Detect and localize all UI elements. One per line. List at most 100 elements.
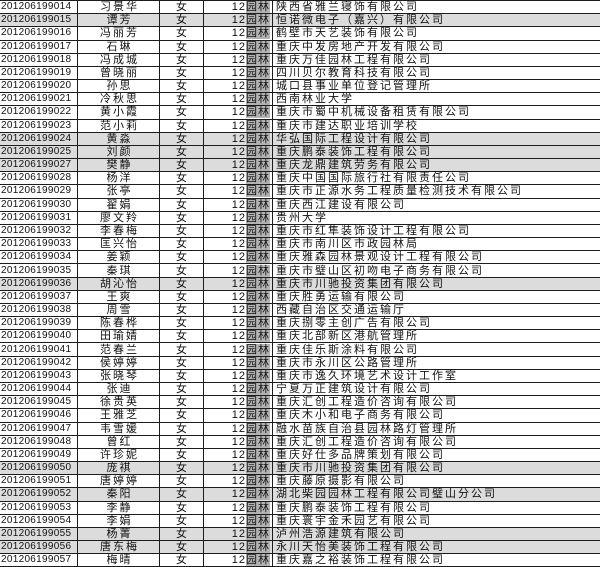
employer-cell: 融水苗族自治县园林路灯管理所 [273, 423, 600, 436]
class-name-highlighted: 园林 [246, 53, 270, 66]
student-id-cell: 201206199053 [0, 501, 78, 515]
class-name-highlighted: 园林 [246, 93, 270, 106]
student-name-cell: 范小莉 [78, 119, 160, 133]
student-id-cell: 201206199030 [0, 198, 78, 212]
student-name-cell: 石琳 [78, 40, 160, 54]
gender-cell: 女 [160, 119, 204, 133]
table-row: 201206199037 王爽 女 12 园林 重庆胜勇运输有限公司 [0, 290, 600, 304]
student-id-cell: 201206199024 [0, 132, 78, 146]
student-name-cell: 侯婷婷 [78, 356, 160, 370]
student-id-cell: 201206199055 [0, 527, 78, 542]
employer-cell: 华弘国际工程设计有限公司 [273, 133, 600, 146]
gender-cell: 女 [160, 422, 204, 436]
class-cell: 12 园林 [204, 356, 273, 370]
class-number: 12 [231, 356, 246, 369]
gender-cell: 女 [160, 514, 204, 528]
table-row: 201206199038 周雪 女 12 园林 西藏自治区交通运输厅 [0, 303, 600, 318]
class-name-highlighted: 园林 [246, 514, 270, 527]
class-cell: 12 园林 [204, 290, 273, 304]
gender-cell: 女 [160, 145, 204, 160]
student-name-cell: 胡沁怡 [78, 277, 160, 291]
student-name-cell: 庞祺 [78, 462, 160, 476]
table-row: 201206199054 李娟 女 12 园林 重庆寰宇金禾园艺有限公司 [0, 514, 600, 528]
gender-cell: 女 [160, 264, 204, 278]
class-cell: 12 园林 [204, 501, 273, 515]
class-name-highlighted: 园林 [246, 14, 270, 27]
class-name-highlighted: 园林 [246, 145, 270, 158]
employer-cell: 重庆市逸久环境艺术设计工作室 [273, 370, 600, 383]
table-row: 201206199044 张迪 女 12 园林 宁夏万正建筑设计有限公司 [0, 382, 600, 397]
student-id-cell: 201206199025 [0, 145, 78, 160]
table-row: 201206199041 范春兰 女 12 园林 重庆佳乐斯涂料有限公司 [0, 343, 600, 357]
class-number: 12 [231, 343, 246, 356]
class-name-highlighted: 园林 [246, 527, 270, 540]
class-cell: 12 园林 [204, 475, 273, 489]
class-cell: 12 园林 [204, 369, 273, 383]
student-name-cell: 黄淼 [78, 132, 160, 146]
table-row: 201206199048 曾红 女 12 园林 重庆汇创工程造价咨询有限公司 [0, 435, 600, 449]
class-cell: 12 园林 [204, 409, 273, 423]
class-cell: 12 园林 [204, 448, 273, 463]
gender-cell: 女 [160, 356, 204, 370]
student-name-cell: 唐婷婷 [78, 475, 160, 489]
class-name-highlighted: 园林 [246, 80, 270, 93]
class-name-highlighted: 园林 [246, 66, 270, 79]
class-name-highlighted: 园林 [246, 435, 270, 448]
table-row: 201206199020 孙思 女 12 园林 城口县事业单位登记管理所 [0, 80, 600, 94]
class-name-highlighted: 园林 [246, 317, 270, 330]
employer-cell: 重庆中国国际旅行社有限责任公司 [273, 172, 600, 186]
class-name-highlighted: 园林 [246, 488, 270, 501]
class-name-highlighted: 园林 [246, 198, 270, 211]
class-cell: 12 园林 [204, 185, 273, 199]
class-name-highlighted: 园林 [246, 251, 270, 264]
class-cell: 12 园林 [204, 462, 273, 476]
class-number: 12 [231, 488, 246, 501]
student-id-cell: 201206199047 [0, 422, 78, 436]
table-row: 201206199049 许珍妮 女 12 园林 重庆好仕多品牌策划有限公司 [0, 448, 600, 463]
student-name-cell: 田瑜婧 [78, 330, 160, 344]
class-number: 12 [231, 172, 246, 185]
class-cell: 12 园林 [204, 514, 273, 528]
class-number: 12 [231, 1, 246, 14]
table-row: 201206199022 黄小霞 女 12 园林 重庆市蜀中机械设备租赁有限公司 [0, 106, 600, 120]
table-row: 201206199035 秦琪 女 12 园林 重庆市璧山区初吻电子商务有限公司 [0, 264, 600, 278]
student-id-cell: 201206199018 [0, 53, 78, 67]
student-name-cell: 秦阳 [78, 488, 160, 502]
class-cell: 12 园林 [204, 422, 273, 436]
student-name-cell: 陈春桦 [78, 317, 160, 331]
class-number: 12 [231, 396, 246, 409]
student-id-cell: 201206199028 [0, 172, 78, 186]
class-name-highlighted: 园林 [246, 159, 270, 172]
table-row: 201206199017 石琳 女 12 园林 重庆中发房地产开发有限公司 [0, 40, 600, 54]
class-number: 12 [231, 448, 246, 461]
student-name-cell: 张迪 [78, 382, 160, 397]
class-name-highlighted: 园林 [246, 409, 270, 422]
class-name-highlighted: 园林 [246, 277, 270, 290]
class-number: 12 [231, 93, 246, 106]
gender-cell: 女 [160, 382, 204, 397]
class-cell: 12 园林 [204, 277, 273, 291]
student-name-cell: 张晓琴 [78, 369, 160, 383]
table-row: 201206199015 谭芳 女 12 园林 恒诺微电子（嘉兴）有限公司 [0, 14, 600, 28]
student-name-cell: 樊静 [78, 159, 160, 173]
employer-cell: 重庆捌零主创广告有限公司 [273, 317, 600, 331]
student-id-cell: 201206199014 [0, 1, 78, 15]
employer-cell: 贵州大学 [273, 212, 600, 225]
class-number: 12 [231, 40, 246, 53]
employer-cell: 重庆市南川区市政园林局 [273, 238, 600, 252]
class-name-highlighted: 园林 [246, 369, 270, 382]
student-id-cell: 201206199051 [0, 475, 78, 489]
class-name-highlighted: 园林 [246, 396, 270, 409]
class-number: 12 [231, 383, 246, 396]
class-cell: 12 园林 [204, 238, 273, 252]
student-name-cell: 王爽 [78, 290, 160, 304]
gender-cell: 女 [160, 66, 204, 81]
class-cell: 12 园林 [204, 159, 273, 173]
gender-cell: 女 [160, 462, 204, 476]
student-name-cell: 张亭 [78, 185, 160, 199]
class-number: 12 [231, 422, 246, 435]
class-name-highlighted: 园林 [246, 554, 270, 567]
gender-cell: 女 [160, 251, 204, 265]
table-row: 201206199052 秦阳 女 12 园林 湖北柴园园林工程有限公司璧山分公司 [0, 488, 600, 502]
gender-cell: 女 [160, 488, 204, 502]
